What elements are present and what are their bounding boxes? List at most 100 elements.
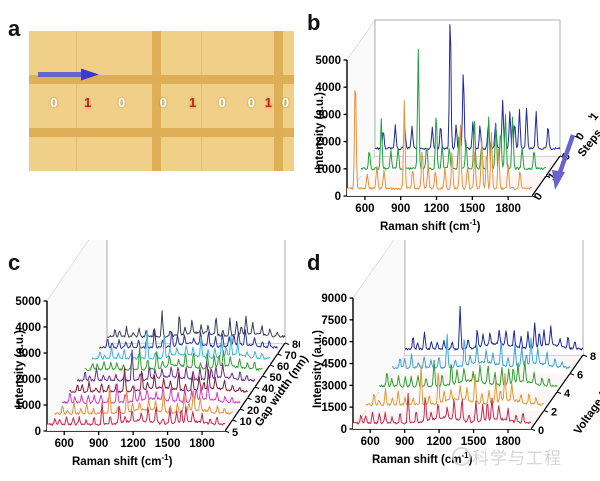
- x-label-tail: ): [168, 455, 173, 468]
- x-tick-label: 1800: [495, 203, 521, 215]
- gap-70nm: [99, 328, 278, 349]
- bit-cell: 1: [84, 94, 92, 110]
- panel-b-letter: b: [307, 10, 321, 35]
- bit-cell: 1: [264, 94, 272, 110]
- y-tick-label: 3000: [15, 348, 41, 360]
- x-label-base: Raman shift (cm: [372, 453, 462, 466]
- x-tick-label: 1500: [155, 438, 181, 450]
- z-tick-label: 50: [270, 372, 282, 384]
- gap-20nm: [61, 383, 241, 404]
- x-tick-label: 600: [55, 438, 74, 450]
- y-tick-label: 7500: [321, 315, 347, 327]
- panel-a-letter: a: [8, 16, 21, 41]
- x-label-tail: ): [468, 453, 473, 466]
- step-trace-1: [346, 90, 533, 191]
- x-tick-label: 1800: [495, 436, 521, 448]
- y-tick-label: 1000: [15, 400, 41, 412]
- z-tick-label: 2: [551, 407, 557, 419]
- y-tick-label: 3000: [315, 109, 341, 121]
- steps-direction-arrow: [552, 134, 576, 190]
- voltage-4V: [378, 359, 558, 388]
- voltage-8V: [404, 305, 584, 351]
- bit-cell: 0: [218, 94, 226, 110]
- z-tick-label: 20: [247, 405, 259, 417]
- voltage-2V: [365, 364, 544, 407]
- bit-cell: 0: [50, 94, 58, 110]
- y-tick-label: 2000: [315, 137, 341, 149]
- y-tick-label: 3000: [321, 380, 347, 392]
- x-tick-label: 900: [89, 438, 108, 450]
- gap-30nm: [69, 367, 248, 393]
- y-tick-label: 6000: [321, 337, 347, 349]
- panel-b-x-axis-label: Raman shift (cm-1): [380, 218, 480, 233]
- panel-c-y-axis-label: Intensity (a.u.): [14, 330, 26, 408]
- panel-d-letter: d: [307, 250, 321, 275]
- panel-a: a 0 1 0 0 1: [0, 0, 300, 240]
- x-tick-label: 900: [391, 203, 410, 215]
- x-label-exponent: -1: [461, 451, 469, 460]
- z-tick-label: 8: [590, 351, 596, 363]
- z-tick-label: 70: [285, 350, 297, 362]
- bit-cell: 0: [281, 94, 290, 110]
- y-tick-label: 0: [341, 424, 347, 436]
- x-tick-label: 1200: [120, 438, 146, 450]
- panel-d-x-axis-label: Raman shift (cm-1): [372, 451, 472, 466]
- panel-d: d 0 1500 3000 4500 6000 7500 9000 600 900 1200 150…: [300, 240, 600, 481]
- y-tick-label: 0: [35, 426, 41, 438]
- z-tick-label: 6: [577, 370, 583, 382]
- gap-80nm: [106, 310, 286, 338]
- x-label-base: Raman shift (cm: [380, 220, 470, 233]
- voltage-0V: [352, 392, 532, 425]
- x-tick-label: 1500: [461, 436, 487, 448]
- y-tick-label: 4000: [315, 82, 341, 94]
- panel-d-plot: 0 1500 3000 4500 6000 7500 9000 600 900 1200 1500 1…: [321, 240, 596, 448]
- bit-cell: 0: [159, 94, 167, 110]
- x-tick-label: 900: [395, 436, 414, 448]
- scan-direction-arrow: [38, 68, 99, 81]
- y-tick-label: 5000: [15, 296, 41, 308]
- panel-b-plot: 0 1000 2000 3000 4000 5000 600 900 1200 1500 1800 0…: [315, 19, 600, 215]
- y-tick-label: 4500: [321, 359, 347, 371]
- z-tick-label: 40: [262, 383, 274, 395]
- micrograph-image: 0 1 0 0 1 0 0 1 0: [29, 31, 294, 171]
- bit-cell: 0: [117, 94, 126, 110]
- step-trace-2: [360, 48, 547, 171]
- y-tick-label: 1500: [321, 402, 347, 414]
- panel-b-y-axis-label: Intensity (a.u.): [314, 92, 326, 170]
- panel-c-plot: 0 1000 2000 3000 4000 5000 600 900 1200 1500 1800 5…: [15, 240, 300, 450]
- bit-cell: 1: [189, 94, 197, 110]
- z-tick-label: 4: [564, 388, 571, 400]
- bit-group-2: 0 1 0: [149, 95, 237, 110]
- panel-c: c 0 1000 2000 3000 4000 5000 600 900 1200 1500 180…: [0, 240, 311, 481]
- step-trace-3: [374, 24, 561, 151]
- y-tick-label: 1000: [315, 164, 341, 176]
- x-label-base: Raman shift (cm: [72, 455, 162, 468]
- x-tick-label: 1200: [424, 203, 450, 215]
- bit-group-1: 0 1 0: [37, 95, 139, 110]
- x-label-exponent: -1: [161, 453, 169, 462]
- panel-d-y-axis-label: Intensity (a.u.): [312, 330, 324, 408]
- z-tick-label: 80: [292, 339, 300, 351]
- bit-pattern-row: 0 1 0 0 1 0 0 1 0: [29, 85, 294, 119]
- y-tick-label: 9000: [321, 293, 347, 305]
- gap-60nm: [91, 329, 270, 360]
- x-tick-label: 600: [361, 436, 380, 448]
- x-tick-label: 1800: [189, 438, 215, 450]
- panel-c-letter: c: [8, 250, 21, 275]
- z-tick-label: 60: [277, 361, 289, 373]
- bit-cell: 0: [247, 94, 255, 110]
- z-tick-label: 10: [240, 416, 252, 428]
- gap-40nm: [76, 349, 256, 382]
- x-label-tail: ): [476, 220, 481, 233]
- x-label-exponent: -1: [469, 218, 477, 227]
- y-tick-label: 0: [335, 191, 341, 203]
- x-tick-label: 600: [355, 203, 374, 215]
- z-tick-label: 0: [538, 425, 544, 437]
- z-tick-label: 0: [532, 191, 545, 203]
- bit-group-3: 0 1 0: [243, 95, 294, 110]
- x-tick-label: 1500: [460, 203, 486, 215]
- gap-10nm: [54, 384, 233, 415]
- z-tick-label: 5: [232, 427, 238, 439]
- z-tick-label: 1: [588, 111, 600, 123]
- y-tick-label: 4000: [15, 322, 41, 334]
